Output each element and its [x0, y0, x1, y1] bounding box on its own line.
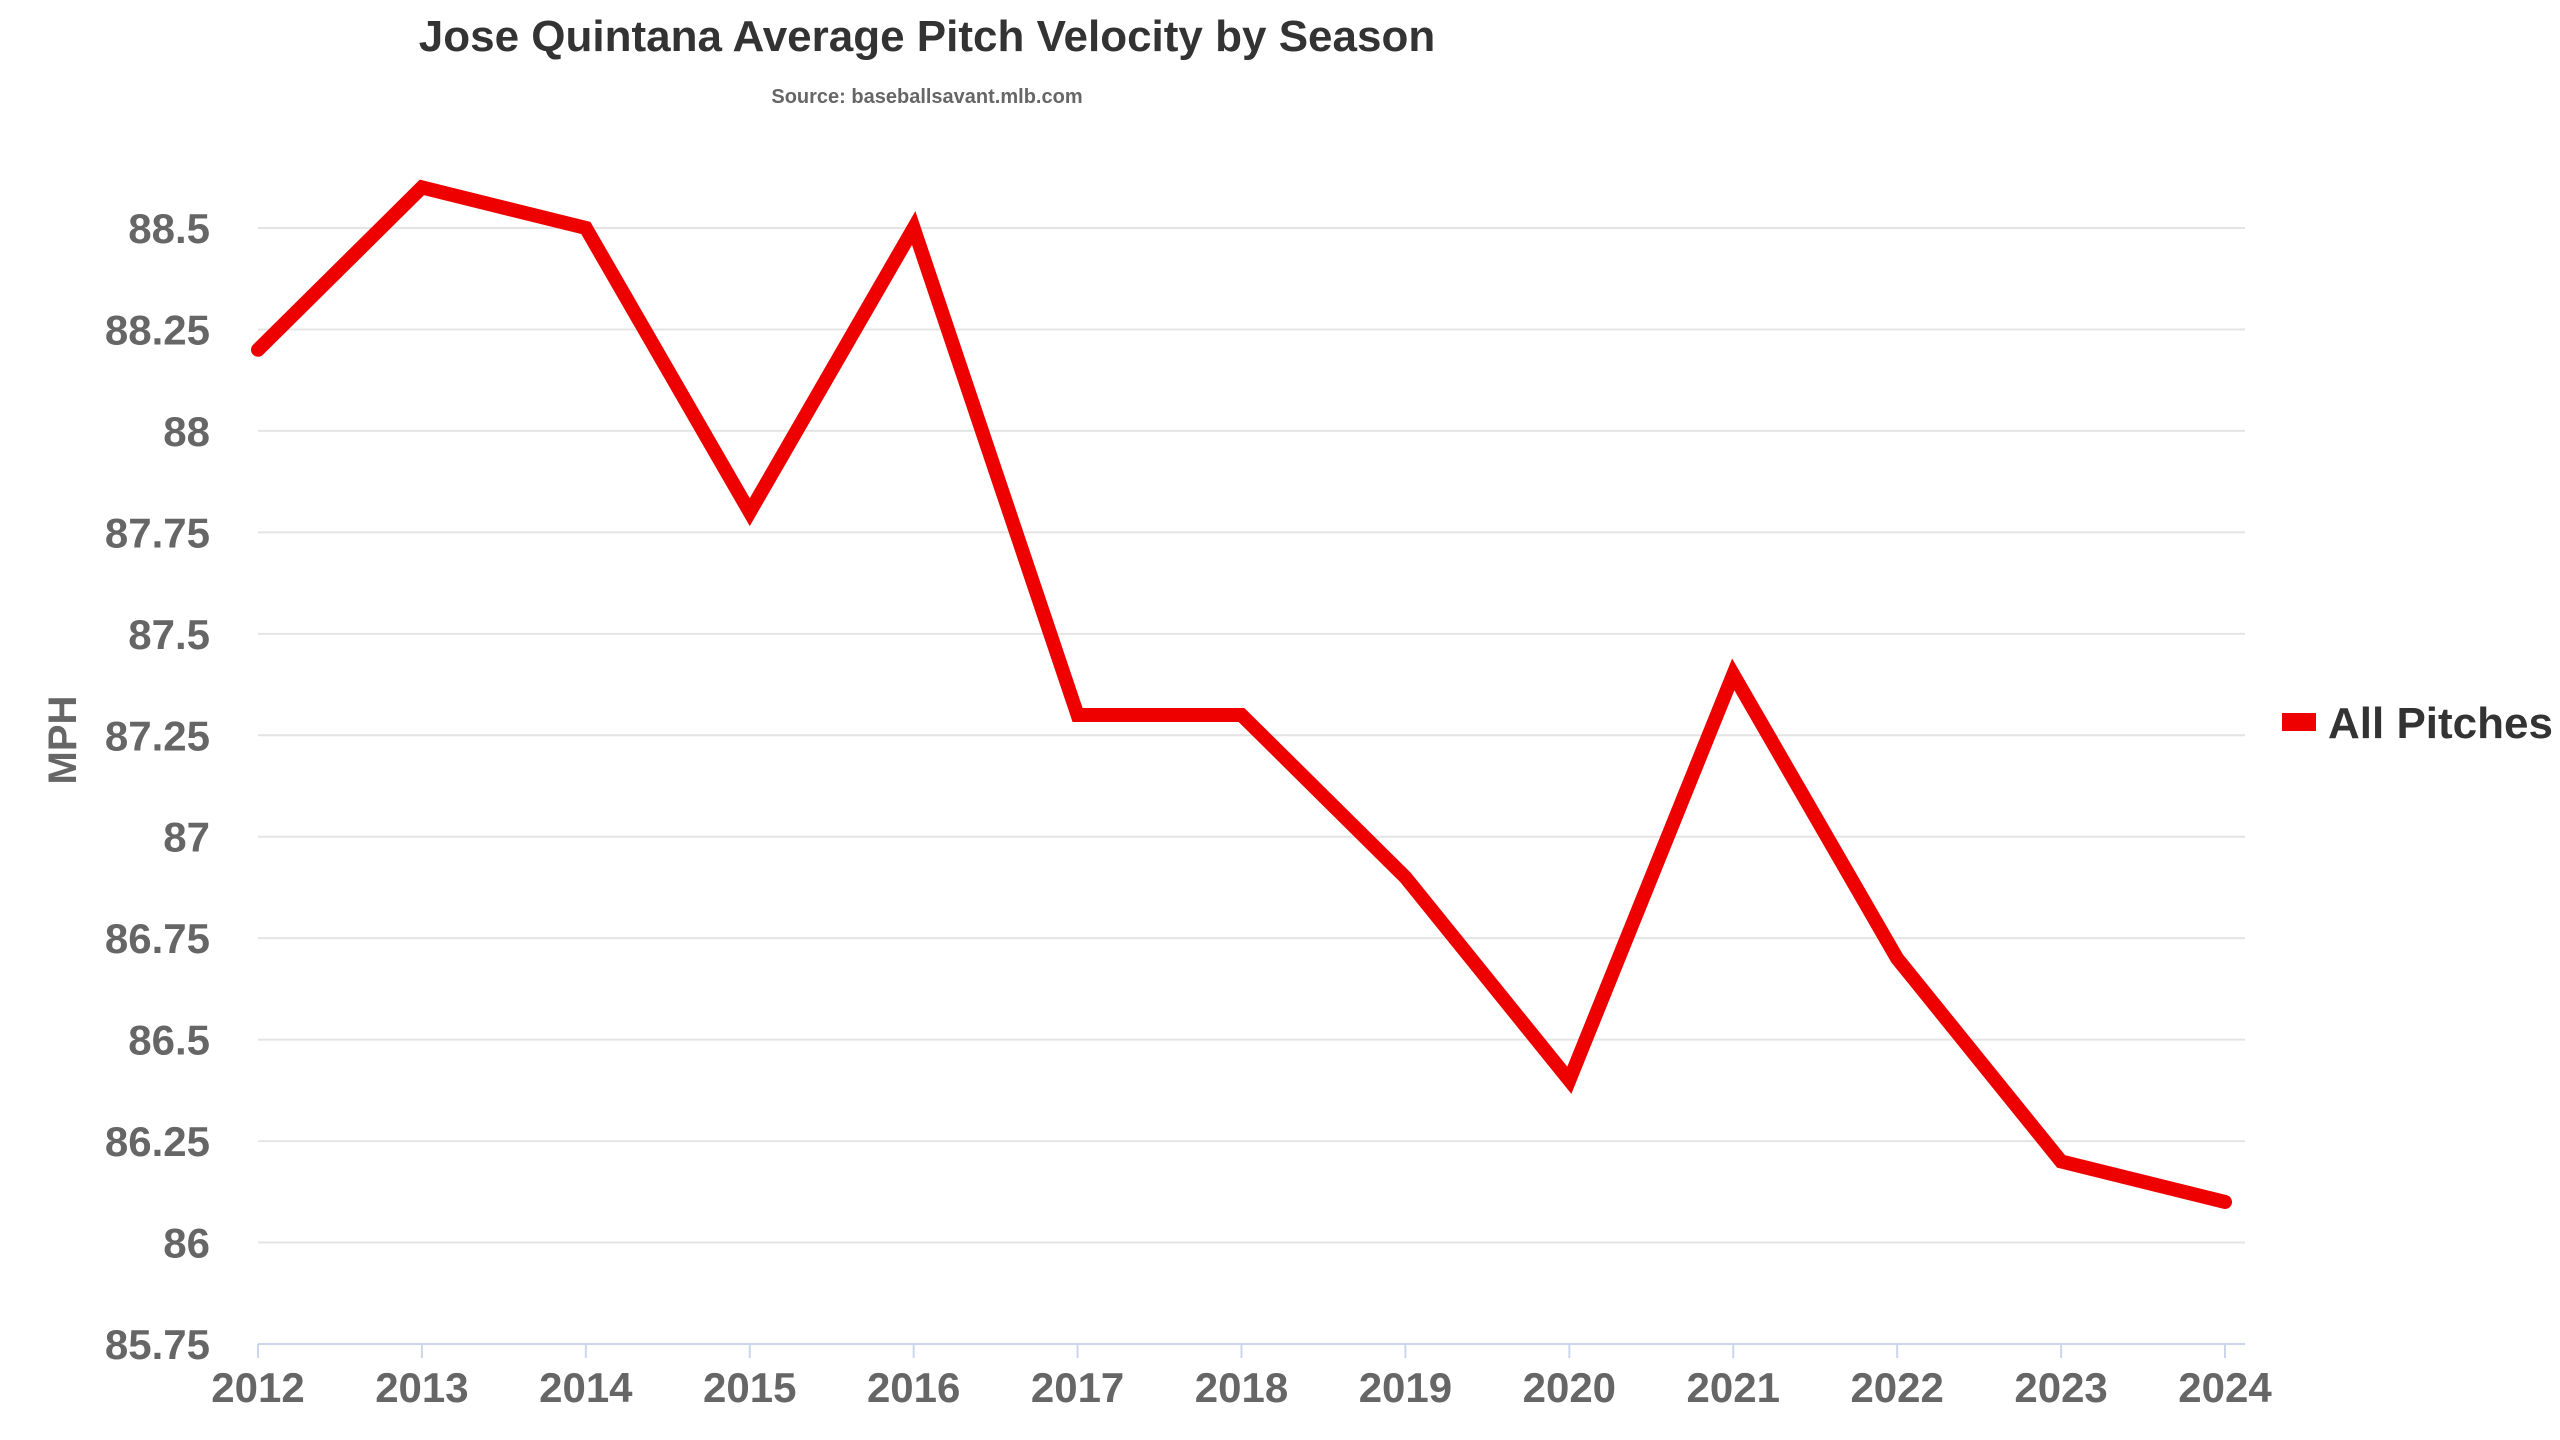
x-tick-label: 2022: [1850, 1364, 1943, 1411]
legend-swatch: [2282, 713, 2316, 731]
y-tick-label: 87.5: [128, 611, 210, 658]
x-tick-label: 2024: [2178, 1364, 2272, 1411]
x-tick-label: 2016: [867, 1364, 960, 1411]
x-tick-label: 2021: [1687, 1364, 1780, 1411]
x-tick-label: 2019: [1359, 1364, 1452, 1411]
y-tick-label: 88.5: [128, 205, 210, 252]
y-tick-label: 87.25: [105, 712, 210, 759]
series-layer: [251, 179, 2232, 1209]
y-tick-label: 86: [163, 1220, 210, 1267]
y-tick-label: 88: [163, 408, 210, 455]
gridlines: [258, 227, 2245, 1244]
x-tick-label: 2018: [1195, 1364, 1288, 1411]
y-axis-label: MPH: [41, 696, 85, 785]
legend: All Pitches: [2282, 699, 2553, 748]
x-tick-label: 2013: [375, 1364, 468, 1411]
y-tick-label: 87: [163, 814, 210, 861]
y-tick-label: 85.75: [105, 1321, 210, 1368]
x-tick-label: 2012: [211, 1364, 304, 1411]
x-tick-label: 2020: [1523, 1364, 1616, 1411]
y-tick-label: 87.75: [105, 509, 210, 556]
chart-title: Jose Quintana Average Pitch Velocity by …: [418, 12, 1436, 61]
x-tick-label: 2017: [1031, 1364, 1124, 1411]
legend-label: All Pitches: [2328, 699, 2553, 748]
x-tick-label: 2014: [539, 1364, 633, 1411]
y-tick-label: 86.5: [128, 1017, 210, 1064]
axes: 85.75 86 86.25 86.5 86.75 87 87.25 87.5 87.75 88 8…: [105, 205, 2272, 1411]
series-line-all-pitches: [251, 179, 2232, 1209]
x-tick-label: 2023: [2014, 1364, 2107, 1411]
chart-subtitle: Source: baseballsavant.mlb.com: [771, 86, 1083, 108]
y-tick-label: 86.25: [105, 1118, 210, 1165]
y-tick-label: 86.75: [105, 915, 210, 962]
x-tick-label: 2015: [703, 1364, 796, 1411]
y-tick-label: 88.25: [105, 306, 210, 353]
